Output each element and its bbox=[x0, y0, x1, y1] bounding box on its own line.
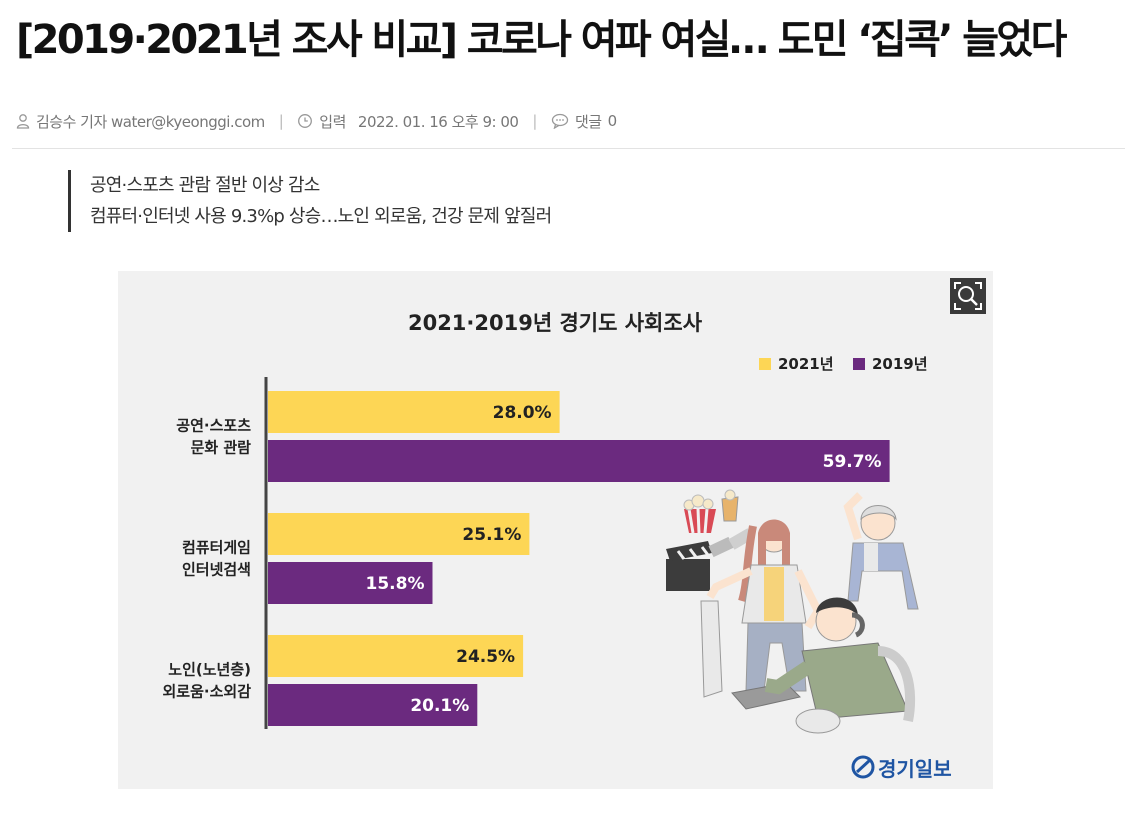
illustration bbox=[666, 489, 919, 734]
magnifier-icon bbox=[954, 282, 982, 310]
bar-2019년 bbox=[268, 562, 433, 604]
logo-text: 경기일보 bbox=[878, 757, 952, 781]
ticket-icon bbox=[708, 528, 754, 558]
summary-line: 컴퓨터·인터넷 사용 9.3%p 상승…노인 외로움, 건강 문제 앞질러 bbox=[90, 206, 552, 227]
clock-icon bbox=[298, 114, 313, 128]
logo-mark-icon bbox=[851, 755, 875, 779]
bar-chart: 2021·2019년 경기도 사회조사 2021년 2019년 공연·스포츠문화… bbox=[163, 311, 952, 781]
article-headline: [2019·2021년 조사 비교] 코로나 여파 여실… 도민 ‘집콕’ 늘었… bbox=[16, 17, 1067, 63]
popcorn-bucket-icon bbox=[721, 489, 739, 522]
bar-value-label: 24.5% bbox=[456, 647, 515, 667]
bar-2019년 bbox=[268, 440, 890, 482]
gamer-figure bbox=[764, 597, 916, 722]
summary-line: 공연·스포츠 관람 절반 이상 감소 bbox=[90, 175, 320, 196]
category-label: 공연·스포츠 bbox=[176, 417, 251, 435]
logo-mark-icon bbox=[855, 758, 872, 774]
meta-divider: | bbox=[532, 112, 537, 130]
category-label: 노인(노년층) bbox=[168, 661, 251, 679]
bar-2019년 bbox=[268, 684, 478, 726]
speech-bubble-icon bbox=[551, 113, 569, 129]
chart-title: 2021·2019년 경기도 사회조사 bbox=[408, 311, 703, 335]
popcorn-icon bbox=[683, 494, 716, 534]
category-label: 문화 관람 bbox=[191, 439, 252, 457]
bar-2021년 bbox=[268, 635, 524, 677]
comments-count: 0 bbox=[607, 112, 618, 130]
clapperboard-icon bbox=[666, 541, 712, 591]
legend-swatch-2019 bbox=[853, 358, 865, 370]
elderly-man-figure bbox=[843, 492, 919, 610]
category-label: 컴퓨터게임 bbox=[182, 539, 251, 557]
article-summary: 공연·스포츠 관람 절반 이상 감소 컴퓨터·인터넷 사용 9.3%p 상승…노… bbox=[68, 170, 552, 232]
legend-label-2021: 2021년 bbox=[778, 355, 834, 373]
monitor-icon bbox=[700, 600, 723, 698]
publisher-logo: 경기일보 bbox=[851, 755, 952, 781]
bar-value-label: 28.0% bbox=[493, 403, 552, 423]
bar-value-label: 25.1% bbox=[462, 525, 521, 545]
meta-divider: | bbox=[278, 112, 284, 130]
bar-2021년 bbox=[268, 391, 560, 433]
legend-label-2019: 2019년 bbox=[872, 355, 928, 373]
bar-value-label: 20.1% bbox=[410, 696, 469, 716]
zoom-button[interactable] bbox=[950, 278, 986, 314]
person-icon bbox=[16, 114, 30, 129]
bar-value-label: 15.8% bbox=[366, 574, 425, 594]
bar-2021년 bbox=[268, 513, 530, 555]
comments-label: 댓글 bbox=[574, 112, 602, 131]
published-label: 입력 bbox=[319, 112, 346, 131]
author-text: 김승수 기자 water@kyeonggi.com bbox=[36, 112, 265, 131]
category-label: 외로움·소외감 bbox=[163, 683, 252, 701]
legend-swatch-2021 bbox=[759, 358, 771, 370]
published-info: 입력 2022. 01. 16 오후 9: 00 bbox=[297, 111, 519, 132]
mouse-icon bbox=[795, 708, 841, 734]
comments-link[interactable]: 댓글 0 bbox=[551, 111, 617, 132]
bar-value-label: 59.7% bbox=[823, 452, 882, 472]
category-label: 인터넷검색 bbox=[182, 561, 251, 579]
header-divider bbox=[12, 148, 1125, 149]
published-time: 2022. 01. 16 오후 9: 00 bbox=[357, 112, 519, 131]
author-info[interactable]: 김승수 기자 water@kyeonggi.com bbox=[16, 111, 265, 132]
article-meta: 김승수 기자 water@kyeonggi.com | 입력 2022. 01.… bbox=[16, 108, 617, 134]
